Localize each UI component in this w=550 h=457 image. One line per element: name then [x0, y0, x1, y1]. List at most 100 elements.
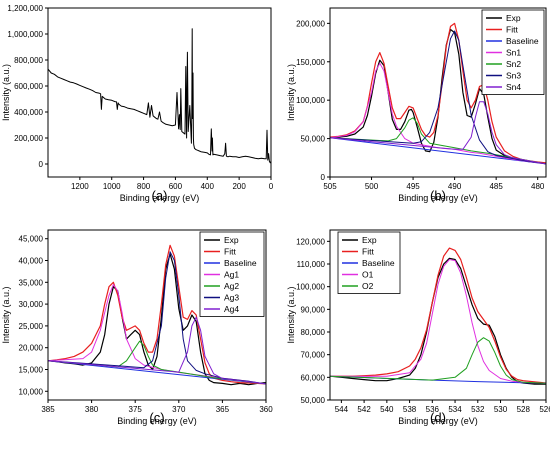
series-line-ag2 [48, 340, 266, 385]
x-tick-label: 505 [323, 182, 337, 191]
y-tick-label: 40,000 [19, 257, 44, 266]
legend-label-fitt: Fitt [362, 247, 374, 257]
y-tick-label: 150,000 [296, 58, 325, 67]
panel-1 [45, 7, 272, 180]
x-tick-label: 380 [85, 405, 99, 414]
series-line-exp [48, 253, 266, 386]
legend-label-ag1: Ag1 [224, 270, 239, 280]
x-tick-label: 530 [494, 405, 508, 414]
y-tick-label: 60,000 [301, 373, 326, 382]
x-tick-label: 360 [259, 405, 273, 414]
legend-label-sn4: Sn4 [506, 82, 521, 92]
series-line-sn4 [330, 101, 546, 165]
y-tick-label: 15,000 [19, 365, 44, 374]
x-tick-label: 485 [489, 182, 503, 191]
y-tick-label: 200,000 [296, 19, 325, 28]
plot-frame [47, 229, 267, 401]
x-tick-label: 536 [426, 405, 440, 414]
x-tick-label: 495 [406, 182, 420, 191]
y-tick-label: 80,000 [301, 328, 326, 337]
y-tick-label: 25,000 [19, 322, 44, 331]
y-tick-label: 50,000 [301, 135, 326, 144]
y-tick-label: 120,000 [296, 237, 325, 246]
series-line-fitt [330, 247, 546, 384]
x-tick-label: 526 [539, 405, 550, 414]
y-tick-label: 200,000 [14, 134, 43, 143]
y-tick-label: 100,000 [296, 283, 325, 292]
x-tick-label: 0 [269, 182, 274, 191]
y-tick-label: 110,000 [297, 260, 326, 269]
panel-label: (a) [152, 188, 168, 203]
x-tick-label: 375 [129, 405, 143, 414]
legend-label-ag3: Ag3 [224, 293, 239, 303]
panel-label: (d) [430, 410, 446, 425]
y-tick-label: 50,000 [301, 396, 326, 405]
series-line-spectrum [48, 28, 271, 164]
x-tick-label: 480 [531, 182, 545, 191]
plot-frame [329, 229, 547, 401]
legend-label-sn3: Sn3 [506, 71, 521, 81]
y-axis-label: Intensity (a.u.) [1, 64, 11, 121]
y-tick-label: 0 [39, 160, 44, 169]
legend-label-ag4: Ag4 [224, 304, 239, 314]
series-line-ag3 [48, 251, 266, 385]
x-axis-label: Binding energy (eV) [120, 193, 200, 203]
y-tick-label: 600,000 [14, 82, 43, 91]
y-tick-label: 1,200,000 [7, 4, 43, 13]
y-tick-label: 10,000 [19, 387, 44, 396]
series-line-sn1 [330, 62, 546, 165]
panel-2 [327, 7, 547, 180]
y-tick-label: 20,000 [19, 344, 44, 353]
series-line-ag4 [48, 316, 266, 385]
x-tick-label: 365 [216, 405, 230, 414]
legend-label-fitt: Fitt [224, 247, 236, 257]
series-line-sn3 [330, 30, 546, 165]
legend-label-exp: Exp [506, 13, 521, 23]
x-tick-label: 385 [41, 405, 55, 414]
x-tick-label: 540 [380, 405, 394, 414]
x-tick-label: 538 [403, 405, 417, 414]
legend-label-exp: Exp [224, 235, 239, 245]
plot-frame [47, 7, 272, 178]
series-line-o2 [330, 337, 546, 384]
y-axis-label: Intensity (a.u.) [1, 286, 11, 343]
legend-label-o2: O2 [362, 281, 374, 291]
y-tick-label: 45,000 [19, 235, 44, 244]
legend-label-baseline: Baseline [362, 258, 395, 268]
y-tick-label: 30,000 [19, 300, 44, 309]
x-axis-label: Binding energy (eV) [398, 416, 478, 426]
x-tick-label: 528 [517, 405, 531, 414]
legend-label-exp: Exp [362, 235, 377, 245]
y-axis-label: Intensity (a.u.) [286, 286, 296, 343]
y-tick-label: 800,000 [14, 56, 43, 65]
x-tick-label: 1200 [71, 182, 89, 191]
x-tick-label: 400 [201, 182, 215, 191]
x-tick-label: 532 [471, 405, 485, 414]
legend-label-fitt: Fitt [506, 25, 518, 35]
panel-label: (b) [430, 188, 446, 203]
series-line-fitt [330, 22, 546, 164]
y-tick-label: 100,000 [296, 96, 325, 105]
x-tick-label: 500 [365, 182, 379, 191]
series-line-baseline [330, 137, 546, 165]
x-tick-label: 600 [169, 182, 183, 191]
y-tick-label: 400,000 [14, 108, 43, 117]
x-axis-label: Binding energy (eV) [117, 416, 197, 426]
x-tick-label: 544 [335, 405, 349, 414]
x-tick-label: 490 [448, 182, 462, 191]
legend-box [481, 9, 545, 95]
x-tick-label: 200 [232, 182, 246, 191]
y-tick-label: 70,000 [301, 351, 326, 360]
panel-label: (c) [149, 410, 164, 425]
legend-label-sn2: Sn2 [506, 59, 521, 69]
x-tick-label: 800 [137, 182, 151, 191]
x-axis-label: Binding energy (eV) [398, 193, 478, 203]
x-tick-label: 1000 [103, 182, 121, 191]
legend-label-ag2: Ag2 [224, 281, 239, 291]
y-tick-label: 35,000 [19, 278, 44, 287]
plot-frame [329, 7, 547, 178]
legend-label-o1: O1 [362, 270, 374, 280]
x-tick-label: 370 [172, 405, 186, 414]
legend-label-baseline: Baseline [506, 36, 539, 46]
